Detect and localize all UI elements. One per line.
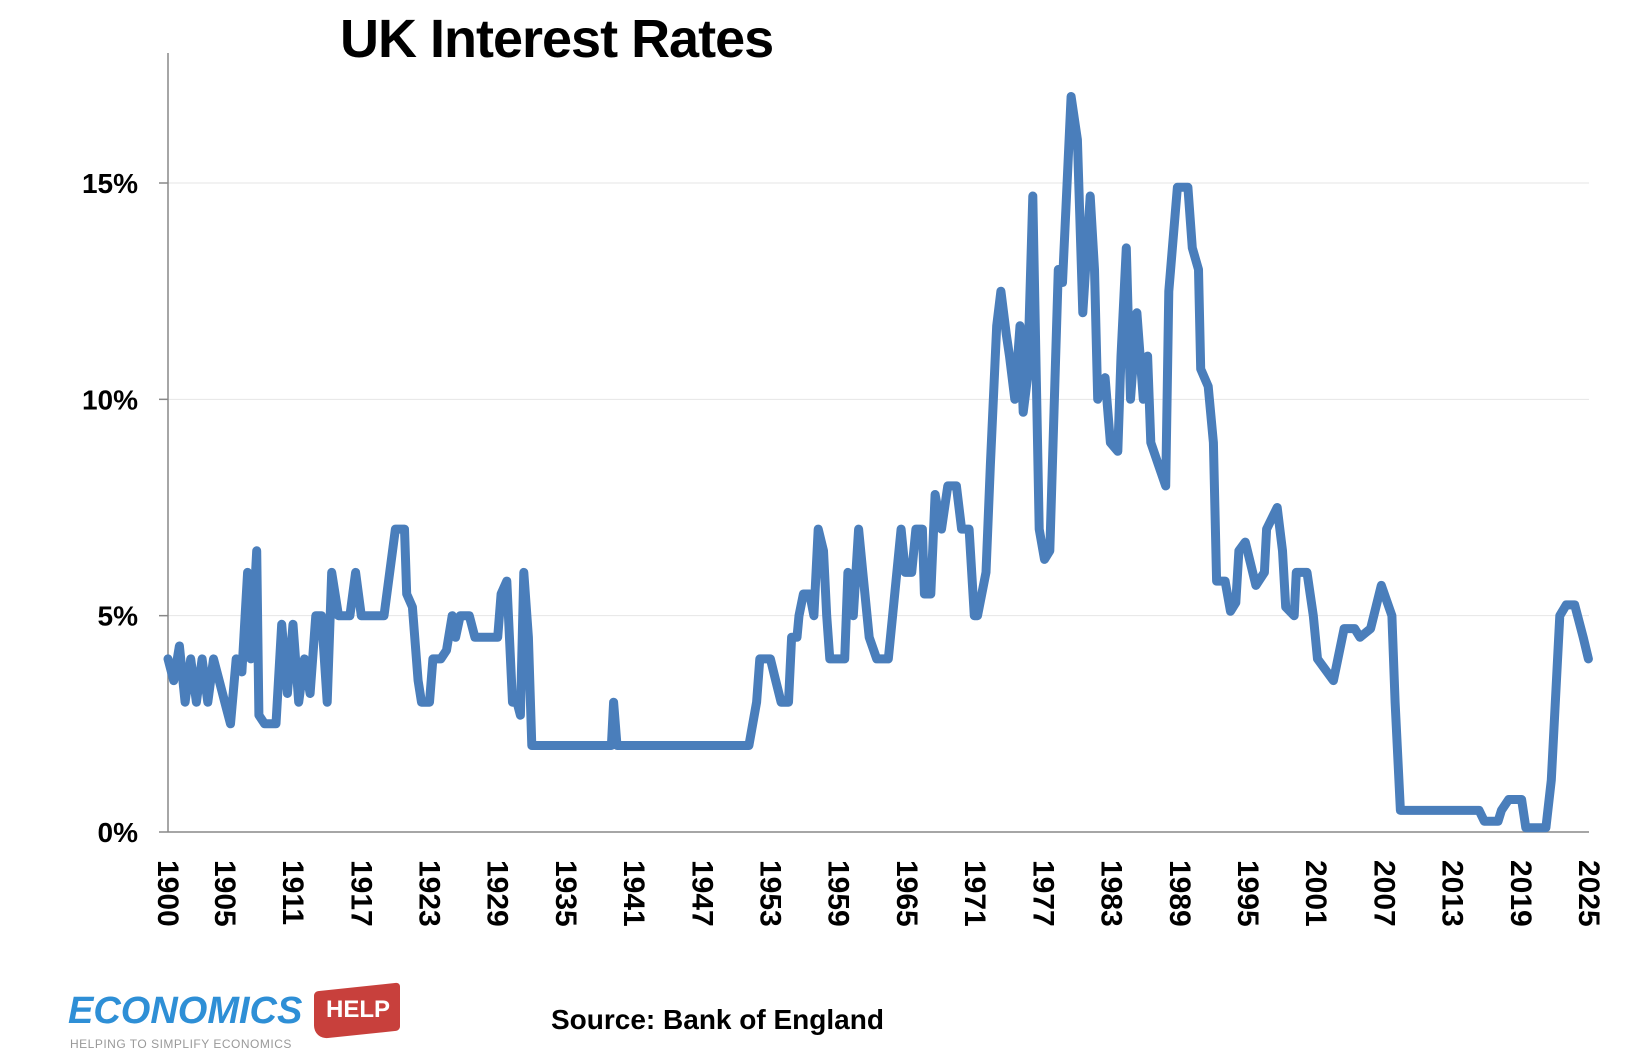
x-tick-label: 1983 (1095, 860, 1128, 927)
x-tick-label: 1953 (754, 860, 787, 927)
x-tick-label: 1965 (890, 860, 923, 927)
economics-help-logo: ECONOMICS HELP HELPING TO SIMPLIFY ECONO… (68, 982, 408, 1060)
x-tick-label: 1929 (481, 860, 514, 927)
y-tick-label: 10% (82, 384, 138, 415)
x-tick-label: 1905 (208, 860, 241, 927)
x-tick-label: 2001 (1299, 860, 1332, 927)
x-tick-label: 1935 (549, 860, 582, 927)
x-tick-label: 1900 (151, 860, 184, 927)
x-tick-label: 1911 (276, 860, 309, 925)
x-tick-label: 1971 (958, 860, 991, 927)
x-tick-label: 2007 (1367, 860, 1400, 927)
x-tick-label: 1917 (344, 860, 377, 927)
logo-tagline: HELPING TO SIMPLIFY ECONOMICS (70, 1037, 292, 1051)
x-tick-label: 1923 (412, 860, 445, 927)
x-tick-label: 2025 (1572, 860, 1605, 927)
x-tick-label: 2013 (1436, 860, 1469, 927)
x-tick-label: 1947 (685, 860, 718, 927)
x-tick-label: 1959 (822, 860, 855, 927)
x-tick-label: 1995 (1231, 860, 1264, 927)
chart-title: UK Interest Rates (340, 9, 774, 69)
logo-word: ECONOMICS (68, 990, 303, 1032)
source-note: Source: Bank of England (551, 1004, 884, 1035)
y-tick-label: 5% (98, 601, 139, 632)
x-tick-label: 1977 (1026, 860, 1059, 927)
logo-help: HELP (326, 996, 391, 1023)
y-tick-label: 15% (82, 168, 138, 199)
x-tick-label: 2019 (1504, 860, 1537, 927)
interest-rate-line (163, 92, 1593, 833)
x-tick-label: 1989 (1163, 860, 1196, 927)
x-tick-label: 1941 (617, 860, 650, 927)
y-tick-label: 0% (98, 817, 139, 848)
